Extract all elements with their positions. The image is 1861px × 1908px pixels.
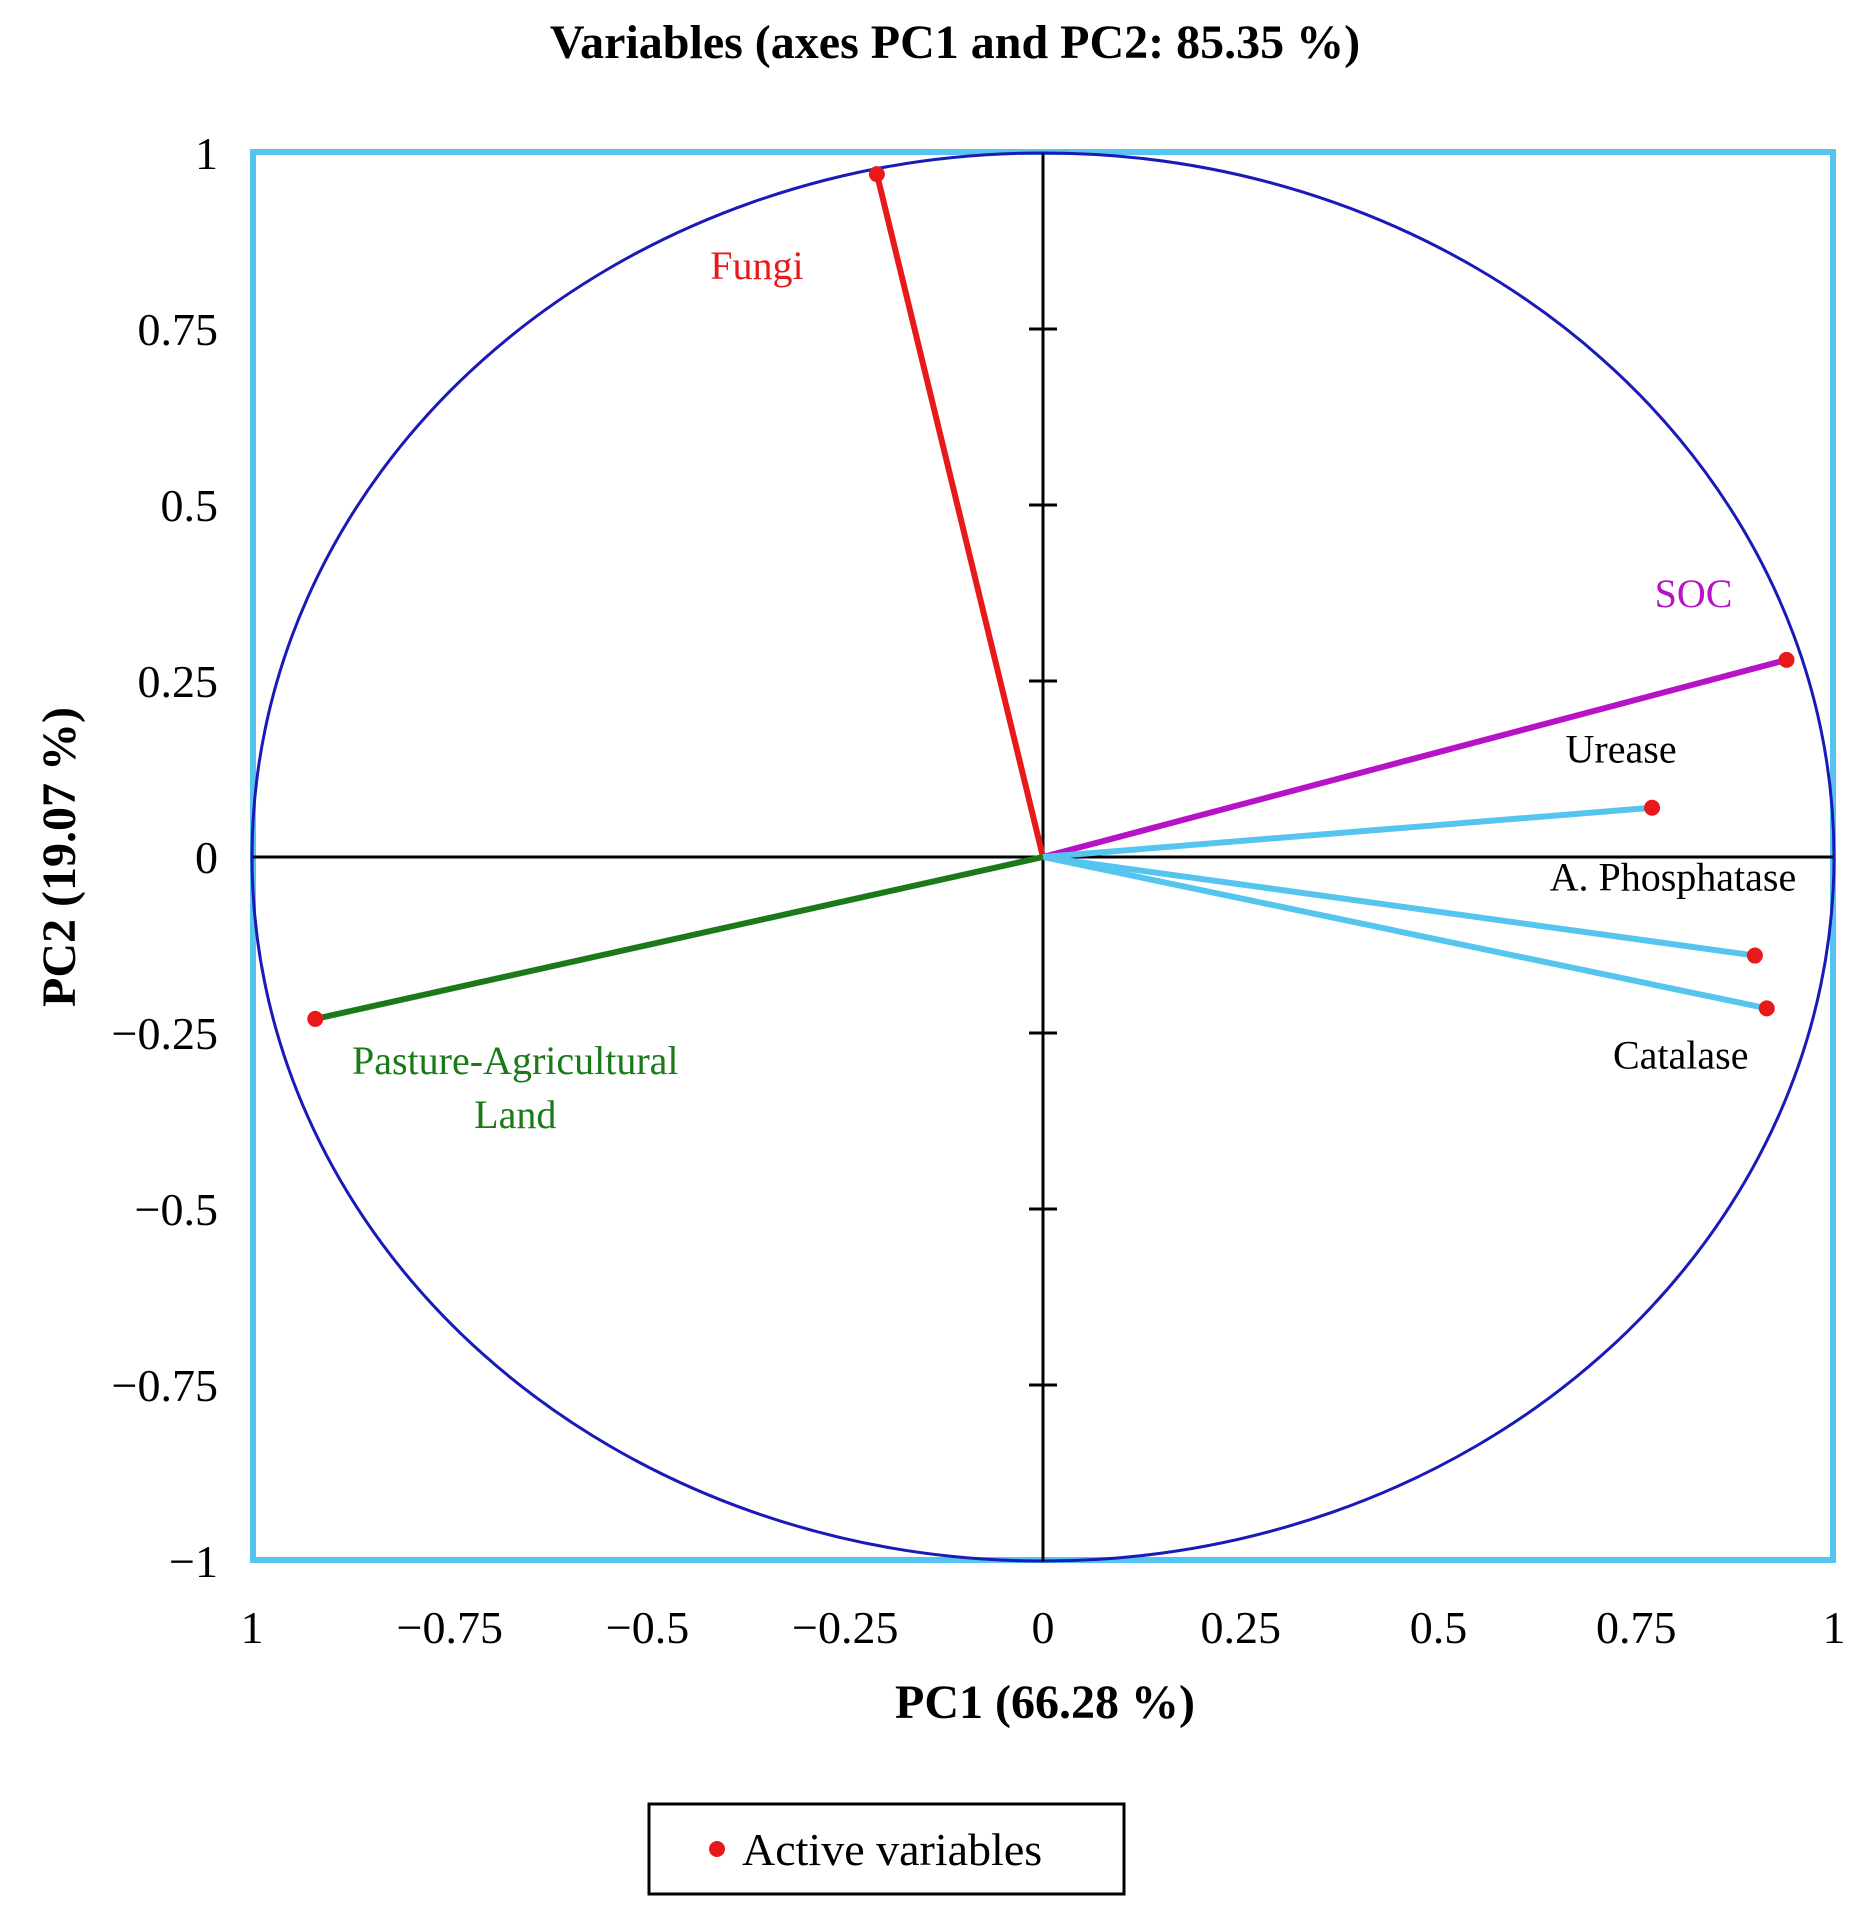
vector-soc [1042, 656, 1788, 860]
point-soc [1778, 651, 1795, 668]
x-tick-label-2: −0.5 [606, 1602, 689, 1653]
point-catalase [1758, 1000, 1775, 1017]
point-pasture-agricultural-land [307, 1010, 324, 1027]
variable-labels: Fungi SOC Urease A. Phosphatase Catalase Past… [352, 243, 1796, 1137]
x-tick-label-1: −0.75 [397, 1602, 503, 1653]
vector-a-phosphatase [1042, 854, 1756, 959]
y-tick-label-4: 0 [195, 832, 218, 883]
point-urease [1644, 799, 1661, 816]
vector-pasture-agricultural-land [314, 854, 1044, 1022]
label-soc: SOC [1655, 571, 1733, 616]
x-tick-label-0: 1 [241, 1602, 264, 1653]
y-tick-label-6: −0.5 [135, 1184, 218, 1235]
label-a-phosphatase: A. Phosphatase [1550, 855, 1797, 900]
variable-vectors [314, 173, 1788, 1022]
y-axis-title: PC2 (19.07 %) [33, 707, 86, 1007]
x-tick-label-5: 0.25 [1201, 1602, 1282, 1653]
point-a-phosphatase [1746, 947, 1763, 964]
y-tick-label-2: 0.5 [161, 480, 219, 531]
x-tick-label-6: 0.5 [1410, 1602, 1468, 1653]
legend-marker [709, 1841, 725, 1857]
x-tick-label-8: 1 [1823, 1602, 1846, 1653]
y-tick-labels: 1 0.75 0.5 0.25 0 −0.25 −0.5 −0.75 −1 [112, 128, 218, 1587]
x-tick-label-4: 0 [1032, 1602, 1055, 1653]
y-tick-label-5: −0.25 [112, 1008, 218, 1059]
x-axis-title: PC1 (66.28 %) [895, 1676, 1195, 1729]
x-tick-label-3: −0.25 [792, 1602, 898, 1653]
variable-points [307, 166, 1795, 1027]
label-fungi: Fungi [710, 243, 803, 288]
y-tick-label-8: −1 [169, 1536, 218, 1587]
y-tick-marks [1029, 327, 1057, 1387]
x-tick-labels: 1 −0.75 −0.5 −0.25 0 0.25 0.5 0.75 1 [241, 1602, 1846, 1653]
point-fungi [868, 166, 885, 183]
chart-title: Variables (axes PC1 and PC2: 85.35 %) [550, 16, 1360, 69]
legend-label: Active variables [742, 1824, 1042, 1875]
vector-fungi [873, 173, 1046, 858]
label-pasture-agricultural-land: Pasture-Agricultural Land [352, 1038, 679, 1137]
label-urease: Urease [1566, 727, 1677, 772]
label-catalase: Catalase [1613, 1032, 1749, 1077]
x-tick-label-7: 0.75 [1596, 1602, 1677, 1653]
legend: Active variables [647, 1802, 1126, 1896]
vector-catalase [1042, 854, 1768, 1012]
y-tick-label-3: 0.25 [138, 656, 219, 707]
y-tick-label-7: −0.75 [112, 1360, 218, 1411]
y-tick-label-1: 0.75 [138, 304, 219, 355]
vector-urease [1042, 804, 1653, 860]
legend-box [647, 1802, 1126, 1896]
y-tick-label-0: 1 [195, 128, 218, 179]
